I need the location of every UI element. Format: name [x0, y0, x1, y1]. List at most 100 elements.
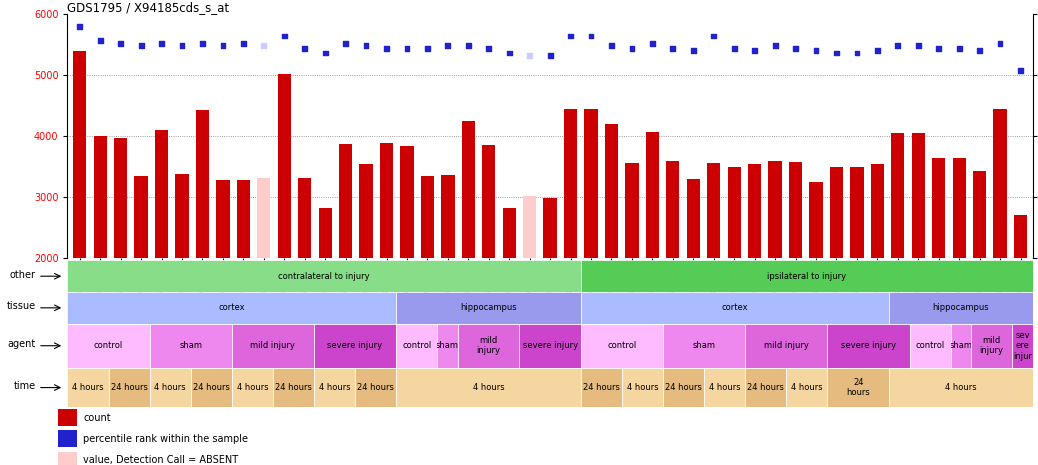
Text: control: control	[916, 341, 945, 350]
Text: 4 hours: 4 hours	[627, 383, 658, 392]
Bar	[237, 180, 250, 258]
Text: time: time	[13, 380, 36, 391]
Text: sham: sham	[180, 341, 202, 350]
Bar	[58, 431, 77, 447]
Point	[787, 45, 803, 52]
Text: 4 hours: 4 hours	[73, 383, 104, 392]
Bar	[401, 146, 413, 258]
Point	[664, 45, 681, 52]
Point	[645, 40, 661, 47]
Bar	[257, 178, 271, 258]
Text: mild injury: mild injury	[250, 341, 295, 350]
Point	[215, 42, 231, 49]
Text: contralateral to injury: contralateral to injury	[278, 272, 370, 281]
Bar	[892, 133, 904, 258]
Bar	[58, 452, 77, 465]
Bar	[420, 176, 434, 258]
Bar	[829, 167, 843, 258]
Text: 4 hours: 4 hours	[155, 383, 186, 392]
Bar	[58, 409, 77, 426]
Bar	[216, 180, 229, 258]
Point	[603, 42, 620, 49]
Point	[112, 40, 129, 47]
Text: 24 hours: 24 hours	[275, 383, 311, 392]
Point	[849, 49, 866, 57]
Text: control: control	[93, 341, 124, 350]
Text: value, Detection Call = ABSENT: value, Detection Call = ABSENT	[83, 455, 238, 465]
Text: sham: sham	[950, 341, 973, 350]
Point	[419, 45, 436, 52]
Point	[255, 42, 272, 49]
Bar	[114, 139, 128, 258]
Bar	[1014, 215, 1028, 258]
Text: 4 hours: 4 hours	[791, 383, 823, 392]
Point	[399, 45, 415, 52]
Text: other: other	[10, 270, 36, 279]
Point	[910, 42, 927, 49]
Point	[72, 22, 88, 30]
Point	[869, 47, 885, 54]
Text: control: control	[607, 341, 636, 350]
Point	[337, 40, 354, 47]
Point	[972, 47, 988, 54]
Point	[624, 45, 640, 52]
Point	[92, 37, 109, 45]
Bar	[564, 109, 577, 258]
Point	[501, 49, 518, 57]
Bar	[482, 145, 495, 258]
Point	[706, 32, 722, 40]
Point	[582, 32, 599, 40]
Bar	[196, 110, 209, 258]
Point	[828, 49, 845, 57]
Bar	[687, 179, 700, 258]
Bar	[73, 51, 86, 258]
Bar	[871, 164, 884, 258]
Text: hippocampus: hippocampus	[460, 303, 517, 312]
Point	[378, 45, 394, 52]
Bar	[605, 124, 619, 258]
Text: GDS1795 / X94185cds_s_at: GDS1795 / X94185cds_s_at	[67, 1, 229, 14]
Bar	[993, 109, 1007, 258]
Text: mild
injury: mild injury	[980, 336, 1004, 355]
Bar	[850, 167, 864, 258]
Bar	[625, 163, 638, 258]
Text: 24 hours: 24 hours	[193, 383, 229, 392]
Point	[133, 42, 149, 49]
Bar	[911, 133, 925, 258]
Text: agent: agent	[7, 339, 36, 349]
Point	[767, 42, 784, 49]
Bar	[544, 198, 556, 258]
Text: mild injury: mild injury	[764, 341, 809, 350]
Text: 4 hours: 4 hours	[319, 383, 350, 392]
Point	[1012, 66, 1029, 74]
Bar	[584, 108, 598, 258]
Point	[460, 42, 476, 49]
Point	[930, 45, 947, 52]
Bar	[359, 164, 373, 258]
Point	[521, 52, 538, 59]
Bar	[441, 175, 455, 258]
Point	[890, 42, 906, 49]
Text: severe injury: severe injury	[522, 341, 578, 350]
Text: 24 hours: 24 hours	[665, 383, 702, 392]
Text: 4 hours: 4 hours	[709, 383, 740, 392]
Point	[297, 45, 313, 52]
Bar	[502, 208, 516, 258]
Text: 24 hours: 24 hours	[583, 383, 620, 392]
Bar	[748, 164, 761, 258]
Text: hippocampus: hippocampus	[932, 303, 989, 312]
Bar	[810, 182, 823, 258]
Text: cortex: cortex	[721, 303, 748, 312]
Point	[951, 45, 967, 52]
Point	[154, 40, 170, 47]
Bar	[707, 164, 720, 258]
Bar	[646, 133, 659, 258]
Point	[194, 40, 211, 47]
Point	[808, 47, 824, 54]
Bar	[298, 178, 311, 258]
Bar	[319, 208, 332, 258]
Point	[542, 52, 558, 59]
Text: cortex: cortex	[218, 303, 245, 312]
Point	[276, 32, 293, 40]
Point	[317, 49, 333, 57]
